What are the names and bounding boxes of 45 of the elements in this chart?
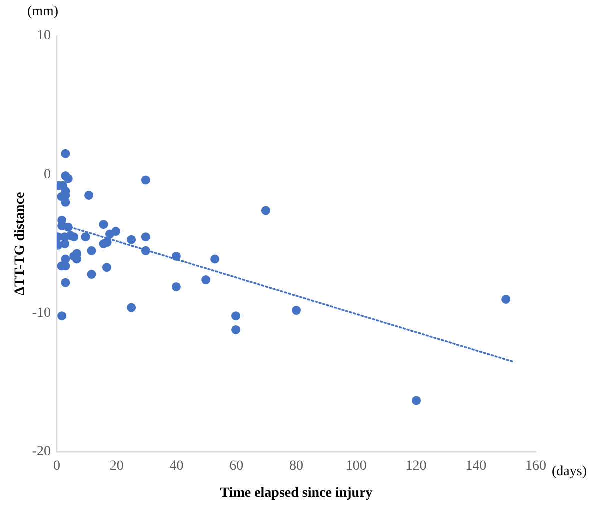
x-tick-label: 40 <box>170 459 184 474</box>
x-tick-label: 140 <box>466 459 487 474</box>
point <box>127 303 136 312</box>
point <box>87 270 96 280</box>
point <box>58 312 67 321</box>
y-axis-title: ΔTT-TG distance <box>13 192 28 296</box>
point <box>105 230 114 239</box>
point <box>141 246 150 256</box>
point <box>232 312 241 321</box>
point <box>261 206 270 216</box>
point <box>64 174 73 184</box>
point <box>64 222 73 232</box>
y-tick-label: 0 <box>44 167 51 182</box>
x-tick-label: 20 <box>110 459 124 474</box>
point <box>502 294 511 304</box>
y-tick-label: -10 <box>32 306 51 322</box>
x-axis-title: Time elapsed since injury <box>220 486 373 502</box>
point <box>210 254 220 264</box>
x-tick-label: 100 <box>346 459 367 474</box>
point <box>172 252 181 261</box>
x-tick-label: 60 <box>230 459 244 474</box>
point <box>81 232 90 242</box>
point <box>99 220 108 230</box>
point <box>141 232 150 242</box>
point <box>102 263 112 272</box>
point <box>127 235 136 244</box>
point <box>61 278 70 288</box>
point <box>292 306 301 316</box>
point <box>232 325 241 334</box>
point <box>70 232 79 242</box>
x-tick-label: 80 <box>290 459 304 474</box>
x-tick-label: 0 <box>54 459 60 474</box>
point <box>202 276 211 285</box>
point <box>172 282 181 292</box>
x-tick-label: 120 <box>406 459 427 474</box>
point <box>84 190 94 200</box>
point <box>61 149 70 158</box>
y-tick-label: 10 <box>37 28 51 44</box>
point <box>87 246 96 256</box>
point <box>141 176 150 185</box>
point <box>412 396 422 406</box>
x-tick-label: 160 <box>526 459 546 474</box>
text: (mm) <box>27 4 59 20</box>
y-tick-label: -20 <box>32 444 51 460</box>
text: (days) <box>552 464 588 480</box>
